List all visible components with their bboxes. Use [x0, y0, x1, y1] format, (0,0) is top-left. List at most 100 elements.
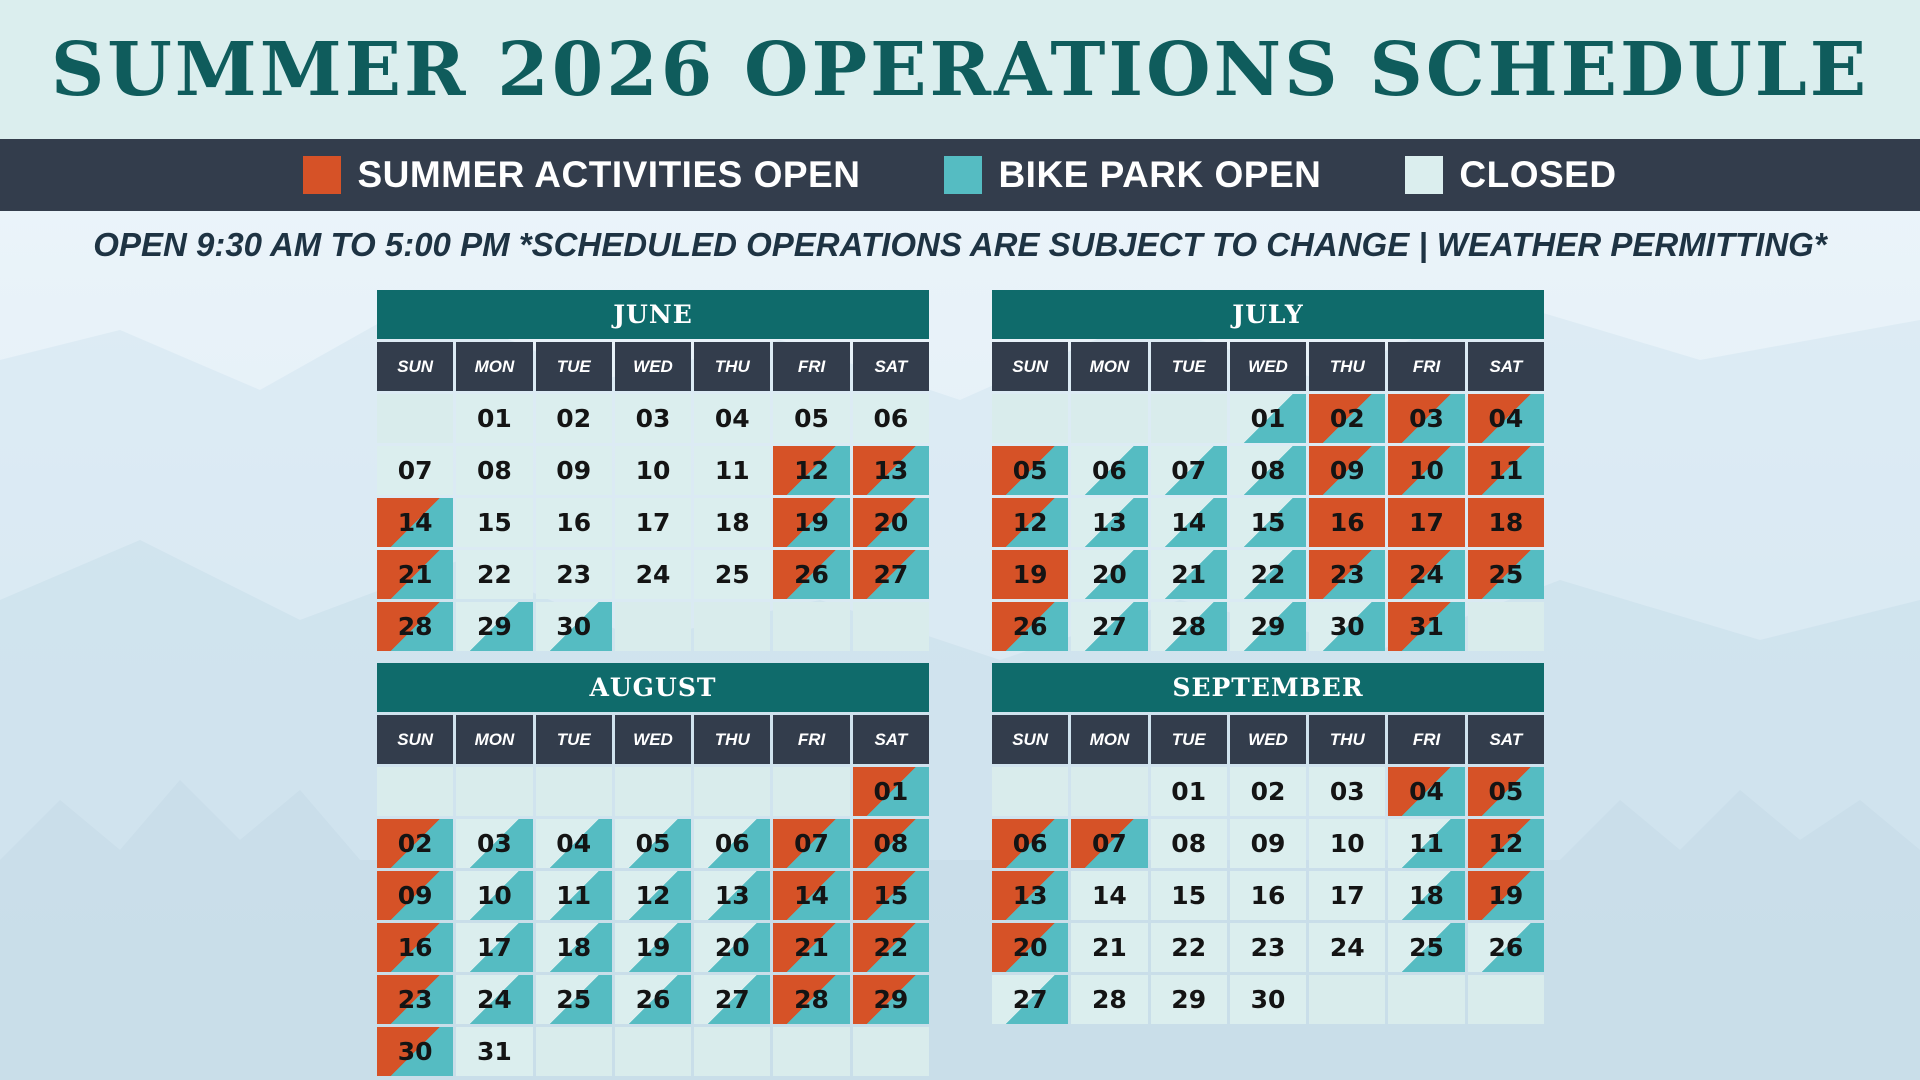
- empty-day-cell: [1309, 975, 1386, 1024]
- calendar-day: 03: [456, 819, 533, 868]
- weekday-header: MON: [1071, 715, 1148, 764]
- header-banner: SUMMER 2026 OPERATIONS SCHEDULE: [0, 0, 1920, 139]
- weekday-header: THU: [1309, 715, 1386, 764]
- calendar-day: 19: [614, 923, 692, 972]
- calendar-day: 10: [1388, 446, 1465, 495]
- calendar-day: 24: [1388, 550, 1465, 599]
- legend-swatch-closed: [1405, 156, 1444, 194]
- calendar-day: 25: [1388, 923, 1465, 972]
- empty-day-cell: [694, 602, 771, 651]
- empty-day-cell: [992, 394, 1069, 443]
- calendar-day: 30: [1229, 975, 1307, 1024]
- empty-day-cell: [377, 394, 454, 443]
- calendar-day: 14: [1150, 498, 1227, 547]
- calendar-day: 13: [992, 871, 1069, 920]
- calendar-day: 18: [1388, 871, 1465, 920]
- weekday-header: THU: [694, 342, 771, 391]
- empty-day-cell: [852, 1027, 929, 1076]
- calendar-day: 16: [1309, 498, 1386, 547]
- calendar-day: 27: [1071, 602, 1148, 651]
- calendar-june: JUNE SUN MON TUE WED THU FRI SAT 01 02 03 04 05 06 07 0…: [377, 290, 929, 651]
- calendar-day: 27: [694, 975, 771, 1024]
- calendar-day: 09: [1229, 819, 1307, 868]
- calendar-day: 04: [1467, 394, 1544, 443]
- weekday-header: SAT: [852, 715, 929, 764]
- month-title: JULY: [992, 290, 1544, 339]
- empty-day-cell: [1071, 394, 1148, 443]
- empty-day-cell: [535, 1027, 612, 1076]
- month-title: SEPTEMBER: [992, 663, 1544, 712]
- calendar-day: 09: [377, 871, 454, 920]
- calendar-day: 01: [1229, 394, 1307, 443]
- calendar-day: 10: [614, 446, 692, 495]
- empty-day-cell: [773, 602, 850, 651]
- empty-day-cell: [773, 1027, 850, 1076]
- hours-notice: OPEN 9:30 AM TO 5:00 PM *SCHEDULED OPERA…: [93, 226, 1827, 263]
- calendar-day: 12: [992, 498, 1069, 547]
- calendar-day: 28: [1071, 975, 1148, 1024]
- legend-swatch-summer: [303, 156, 342, 194]
- calendar-day: 13: [852, 446, 929, 495]
- calendar-day: 16: [377, 923, 454, 972]
- calendar-day: 20: [992, 923, 1069, 972]
- legend-item-bike: BIKE PARK OPEN: [944, 154, 1321, 196]
- calendar-day: 08: [1229, 446, 1307, 495]
- legend-item-closed: CLOSED: [1405, 154, 1616, 196]
- weekday-header: SAT: [1467, 342, 1544, 391]
- weekday-header: SUN: [992, 342, 1069, 391]
- calendar-day: 28: [773, 975, 850, 1024]
- calendar-day: 04: [535, 819, 612, 868]
- legend-label-summer: SUMMER ACTIVITIES OPEN: [357, 154, 861, 195]
- calendar-day: 13: [1071, 498, 1148, 547]
- calendar-day: 17: [614, 498, 692, 547]
- calendar-day: 13: [694, 871, 771, 920]
- calendar-day: 20: [694, 923, 771, 972]
- calendar-august: AUGUST SUN MON TUE WED THU FRI SAT 01 02 03 04 05 06 0…: [377, 663, 929, 1076]
- legend-swatch-bike: [944, 156, 983, 194]
- calendar-day: 02: [535, 394, 612, 443]
- weekday-header: TUE: [1150, 342, 1227, 391]
- calendar-day: 08: [852, 819, 929, 868]
- calendar-day: 02: [1229, 767, 1307, 816]
- calendar-day: 20: [852, 498, 929, 547]
- weekday-header: TUE: [1150, 715, 1227, 764]
- calendar-day: 30: [535, 602, 612, 651]
- calendar-day: 17: [1388, 498, 1465, 547]
- weekday-header: SAT: [852, 342, 929, 391]
- calendar-day: 28: [1150, 602, 1227, 651]
- calendar-day: 16: [1229, 871, 1307, 920]
- calendar-day: 09: [535, 446, 612, 495]
- weekday-header: FRI: [1388, 342, 1465, 391]
- calendar-day: 26: [773, 550, 850, 599]
- weekday-header: THU: [694, 715, 771, 764]
- weekday-header: TUE: [535, 715, 612, 764]
- calendar-day: 06: [694, 819, 771, 868]
- calendar-day: 05: [992, 446, 1069, 495]
- calendar-day: 31: [1388, 602, 1465, 651]
- calendar-day: 01: [456, 394, 533, 443]
- calendar-day: 05: [1467, 767, 1544, 816]
- legend-item-summer: SUMMER ACTIVITIES OPEN: [303, 154, 860, 196]
- calendar-day: 14: [377, 498, 454, 547]
- calendar-day: 20: [1071, 550, 1148, 599]
- calendar-day: 01: [852, 767, 929, 816]
- empty-day-cell: [456, 767, 533, 816]
- weekday-header: SUN: [377, 715, 454, 764]
- calendar-day: 22: [456, 550, 533, 599]
- empty-day-cell: [694, 767, 771, 816]
- weekday-header: MON: [456, 342, 533, 391]
- calendar-day: 18: [1467, 498, 1544, 547]
- empty-day-cell: [1150, 394, 1227, 443]
- calendar-day: 12: [1467, 819, 1544, 868]
- empty-day-cell: [773, 767, 850, 816]
- calendar-day: 28: [377, 602, 454, 651]
- calendar-day: 14: [773, 871, 850, 920]
- calendar-day: 06: [852, 394, 929, 443]
- calendar-day: 21: [1150, 550, 1227, 599]
- legend-bar: SUMMER ACTIVITIES OPEN BIKE PARK OPEN CL…: [0, 139, 1920, 211]
- calendar-day: 26: [992, 602, 1069, 651]
- calendar-day: 04: [1388, 767, 1465, 816]
- legend-label-bike: BIKE PARK OPEN: [998, 154, 1322, 195]
- calendar-day: 18: [535, 923, 612, 972]
- calendar-september: SEPTEMBER SUN MON TUE WED THU FRI SAT 01 02 03 04 05…: [992, 663, 1544, 1024]
